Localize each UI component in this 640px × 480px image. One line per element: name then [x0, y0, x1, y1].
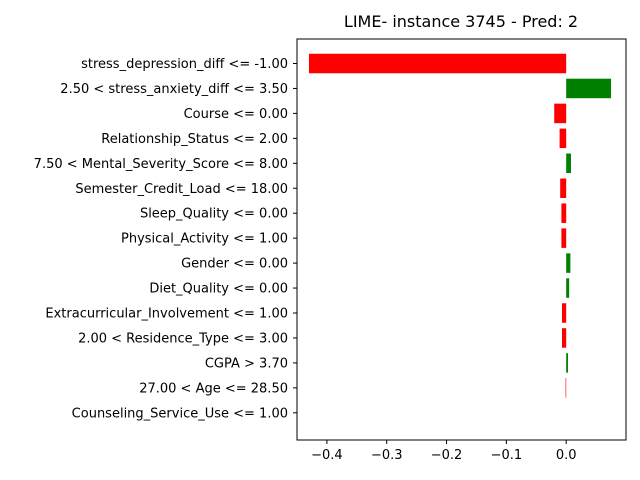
y-tick-label: Semester_Credit_Load <= 18.00 — [75, 182, 288, 197]
y-tick-label: CGPA > 3.70 — [205, 356, 288, 371]
bar — [559, 128, 567, 149]
bar — [566, 153, 571, 174]
y-tick-label: Diet_Quality <= 0.00 — [149, 282, 288, 297]
plot-area: stress_depression_diff <= -1.00 2.50 < st… — [34, 38, 627, 463]
x-tick-label: 0.0 — [556, 448, 577, 463]
bar — [565, 378, 567, 398]
axes-frame — [296, 38, 627, 441]
bar — [566, 278, 570, 298]
y-tick-label: Course <= 0.00 — [184, 107, 288, 122]
bar — [561, 203, 567, 223]
x-tick-label: −0.3 — [371, 448, 403, 463]
bar — [566, 353, 568, 373]
y-tick-label: 2.50 < stress_anxiety_diff <= 3.50 — [60, 82, 288, 97]
bar — [561, 328, 567, 348]
y-tick-label: Gender <= 0.00 — [181, 257, 288, 272]
bar — [308, 53, 567, 74]
y-tick-label: Physical_Activity <= 1.00 — [121, 232, 288, 247]
y-tick-label: 2.00 < Residence_Type <= 3.00 — [78, 331, 288, 346]
y-tick-label: Sleep_Quality <= 0.00 — [140, 207, 288, 222]
bar — [554, 103, 567, 124]
bar — [566, 253, 571, 273]
y-tick-label: stress_depression_diff <= -1.00 — [81, 57, 288, 72]
y-tick-label: Counseling_Service_Use <= 1.00 — [72, 406, 288, 421]
bar — [561, 303, 567, 323]
x-tick-label: −0.2 — [431, 448, 463, 463]
chart-title: LIME- instance 3745 - Pred: 2 — [344, 12, 578, 31]
bar — [566, 78, 612, 99]
bar — [561, 228, 567, 248]
x-tick-label: −0.4 — [311, 448, 343, 463]
y-tick-label: Extracurricular_Involvement <= 1.00 — [45, 307, 288, 322]
bar — [560, 178, 567, 198]
y-tick-label: Relationship_Status <= 2.00 — [101, 132, 288, 147]
x-tick-label: −0.1 — [491, 448, 523, 463]
y-tick-label: 7.50 < Mental_Severity_Score <= 8.00 — [34, 157, 288, 172]
y-tick-label: 27.00 < Age <= 28.50 — [139, 381, 288, 396]
